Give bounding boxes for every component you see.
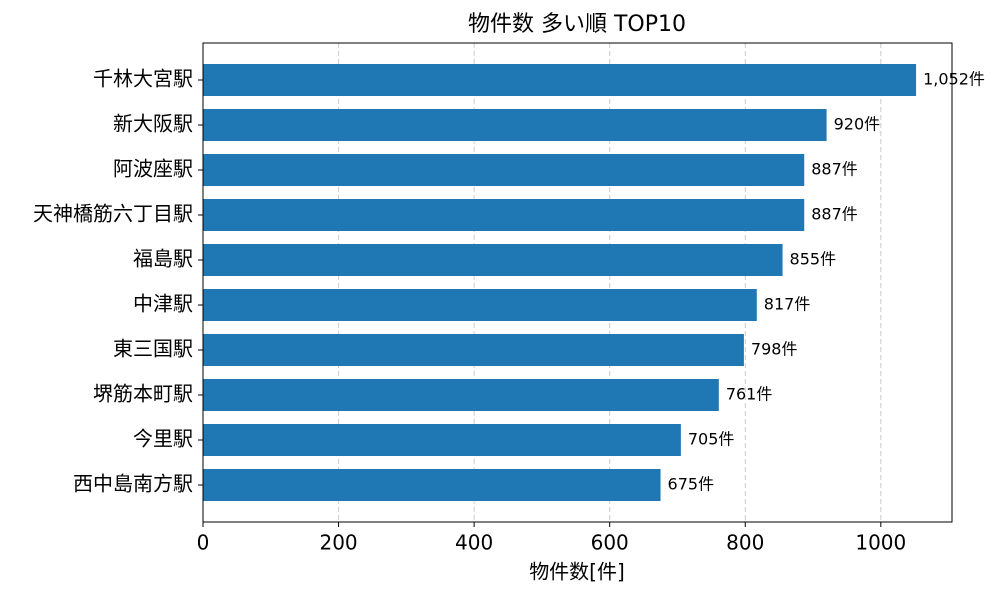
y-tick-label: 今里駅 [133, 427, 193, 451]
bar [203, 424, 681, 456]
y-tick-label: 西中島南方駅 [73, 472, 193, 496]
value-label: 761件 [726, 385, 773, 404]
plot-frame [202, 42, 953, 523]
bar [203, 109, 827, 141]
y-tick-label: 天神橋筋六丁目駅 [33, 202, 193, 226]
x-tick-label: 1000 [855, 531, 906, 555]
x-tick-label: 600 [591, 531, 629, 555]
bar [203, 379, 719, 411]
y-tick-label: 阿波座駅 [113, 157, 193, 181]
x-tick-label: 200 [319, 531, 357, 555]
bar [203, 64, 917, 96]
chart-title: 物件数 多い順 TOP10 [468, 12, 686, 37]
bar [203, 289, 757, 321]
value-label: 887件 [811, 160, 858, 179]
bar [203, 199, 805, 231]
bar [203, 154, 805, 186]
x-axis-label: 物件数[件] [529, 560, 625, 584]
bar [203, 469, 661, 501]
value-label: 817件 [764, 295, 811, 314]
value-label: 1,052件 [923, 70, 985, 89]
x-tick-label: 800 [726, 531, 764, 555]
y-tick-label: 中津駅 [133, 292, 193, 316]
x-tick-label: 400 [455, 531, 493, 555]
bar [203, 334, 744, 366]
value-label: 920件 [834, 115, 881, 134]
value-label: 798件 [751, 340, 798, 359]
y-tick-label: 新大阪駅 [113, 112, 193, 136]
y-tick-label: 東三国駅 [113, 337, 193, 361]
value-label: 855件 [790, 250, 837, 269]
value-label: 887件 [811, 205, 858, 224]
value-label: 705件 [688, 430, 735, 449]
bar [203, 244, 783, 276]
y-tick-label: 堺筋本町駅 [93, 382, 193, 406]
value-label: 675件 [668, 475, 715, 494]
y-tick-label: 千林大宮駅 [93, 67, 193, 91]
y-tick-label: 福島駅 [133, 247, 193, 271]
x-tick-label: 0 [197, 531, 210, 555]
